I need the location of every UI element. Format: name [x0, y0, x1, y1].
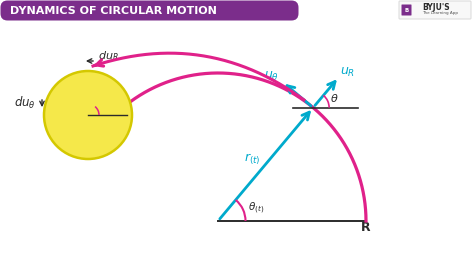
Text: $du_R$: $du_R$ [98, 49, 119, 63]
Text: $u_R$: $u_R$ [101, 90, 114, 101]
Text: $\theta$: $\theta$ [101, 101, 109, 112]
Text: $u_R$: $u_R$ [340, 66, 355, 79]
Circle shape [44, 71, 132, 159]
Text: $u_\theta$: $u_\theta$ [264, 70, 280, 83]
Text: $\theta$: $\theta$ [330, 92, 339, 104]
Text: $r_{(t)}$: $r_{(t)}$ [244, 152, 260, 168]
FancyBboxPatch shape [401, 4, 411, 16]
Text: $\theta_{(t)}$: $\theta_{(t)}$ [248, 201, 264, 216]
Text: $u_\theta$: $u_\theta$ [58, 81, 70, 93]
FancyBboxPatch shape [399, 1, 471, 19]
Text: $du_\theta$: $du_\theta$ [14, 95, 36, 111]
Text: The Learning App: The Learning App [422, 11, 458, 15]
Text: DYNAMICS OF CIRCULAR MOTION: DYNAMICS OF CIRCULAR MOTION [10, 6, 217, 16]
FancyBboxPatch shape [0, 1, 299, 21]
Text: BYJU'S: BYJU'S [422, 3, 450, 13]
Text: R: R [361, 221, 371, 234]
Text: B: B [405, 8, 409, 13]
